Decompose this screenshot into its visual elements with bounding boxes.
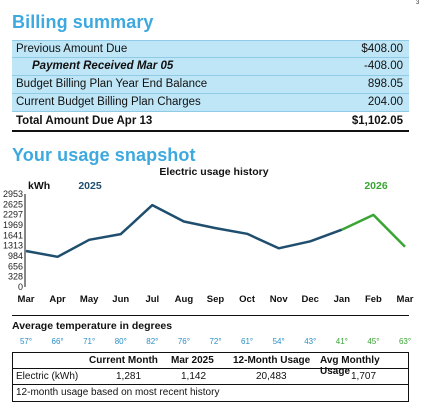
y-tick-label: 984: [8, 251, 23, 261]
header-mar-2025: Mar 2025: [171, 355, 214, 366]
temperature-value: 54°: [272, 337, 285, 346]
temperature-value: 80°: [114, 337, 127, 346]
y-tick-label: 1641: [3, 230, 23, 240]
x-tick-group: Mar Apr May Jun Jul Aug Sep Oct Nov Dec Jan Feb Mar: [18, 294, 414, 305]
billing-total-label: Total Amount Due Apr 13: [16, 115, 153, 127]
billing-row: Budget Billing Plan Year End Balance 898…: [12, 76, 409, 94]
cell-mar-2025: 1,142: [181, 371, 207, 382]
billing-row-value: -408.00: [363, 60, 403, 72]
year-label-2026: 2026: [364, 180, 388, 192]
usage-table-note-row: 12-month usage based on most recent hist…: [13, 385, 408, 401]
chart-title: Electric usage history: [159, 166, 268, 178]
temperature-title: Average temperature in degrees: [12, 320, 173, 332]
x-tick-label: Dec: [302, 294, 319, 305]
billing-row-label: Current Budget Billing Plan Charges: [16, 96, 201, 108]
usage-table-header: Current Month Mar 2025 12-Month Usage Av…: [13, 353, 408, 377]
billing-summary-table: Previous Amount Due $408.00 Payment Rece…: [12, 40, 409, 132]
y-tick-label: 0: [18, 282, 23, 292]
billing-summary-title: Billing summary: [12, 12, 154, 32]
temperature-section-rule: [12, 315, 409, 335]
temperature-row: 57° 66° 71° 80° 82° 76° 72° 61° 54° 43° 41° 45° 63°: [8, 337, 418, 349]
temperature-value: 45°: [367, 337, 380, 346]
y-tick-label: 1313: [3, 241, 23, 251]
row-label: Electric (kWh): [16, 371, 79, 382]
billing-row-value: $408.00: [361, 43, 403, 55]
y-axis-unit-label: kWh: [28, 180, 50, 192]
temperature-value: 66°: [51, 337, 64, 346]
x-tick-label: Jan: [334, 294, 351, 305]
x-tick-label: Jul: [145, 294, 159, 305]
billing-row: Previous Amount Due $408.00: [12, 40, 409, 58]
y-tick-label: 656: [8, 261, 23, 271]
billing-row-label: Payment Received Mar 05: [32, 60, 174, 72]
temperature-value: 41°: [335, 337, 348, 346]
x-tick-label: Sep: [207, 294, 225, 305]
temperature-value: 61°: [241, 337, 254, 346]
y-tick-label: 2625: [3, 199, 23, 209]
x-tick-label: May: [80, 294, 99, 305]
x-tick-label: Apr: [49, 294, 66, 305]
year-label-2025: 2025: [78, 180, 102, 192]
cell-current-month: 1,281: [116, 371, 142, 382]
usage-table: Current Month Mar 2025 12-Month Usage Av…: [12, 352, 409, 402]
x-tick-label: Jun: [112, 294, 129, 305]
series-line-2: [341, 213, 406, 248]
usage-table-row: Electric (kWh) 1,281 1,142 20,483 1,707: [13, 369, 408, 385]
x-tick-label: Mar: [397, 294, 414, 305]
cell-12-month-usage: 20,483: [256, 371, 287, 382]
x-tick-label: Aug: [175, 294, 194, 305]
y-tick-label: 2297: [3, 210, 23, 220]
billing-total-value: $1,102.05: [351, 115, 403, 127]
cell-avg-monthly-usage: 1,707: [351, 371, 377, 382]
billing-row-value: 898.05: [367, 78, 403, 90]
temperature-value: 57°: [19, 337, 33, 346]
billing-total-row: Total Amount Due Apr 13 $1,102.05: [12, 112, 409, 132]
temperature-value: 43°: [304, 337, 317, 346]
series-line-1: [25, 203, 343, 259]
billing-row: Payment Received Mar 05 -408.00: [12, 58, 409, 76]
temperature-value: 63°: [398, 337, 412, 346]
series-group: [25, 203, 406, 259]
temperature-value: 71°: [83, 337, 96, 346]
temperature-value: 76°: [177, 337, 190, 346]
usage-note: 12-month usage based on most recent hist…: [16, 387, 220, 398]
billing-row-label: Budget Billing Plan Year End Balance: [16, 78, 208, 90]
x-tick-label: Mar: [18, 294, 35, 305]
temperature-value: 72°: [209, 337, 222, 346]
billing-row-label: Previous Amount Due: [16, 43, 128, 55]
x-tick-label: Nov: [270, 294, 289, 305]
y-tick-label: 1969: [3, 220, 23, 230]
header-current-month: Current Month: [89, 355, 158, 366]
temperature-value: 82°: [146, 337, 159, 346]
usage-snapshot-title: Your usage snapshot: [12, 145, 196, 165]
y-tick-label: 328: [8, 272, 23, 282]
y-tick-label: 2953: [3, 189, 23, 199]
usage-line-chart: Electric usage history kWh 2025 2026 295…: [3, 166, 414, 305]
header-12-month-usage: 12-Month Usage: [233, 355, 311, 366]
x-tick-label: Feb: [365, 294, 382, 305]
billing-row-value: 204.00: [367, 96, 403, 108]
x-tick-label: Oct: [239, 294, 256, 305]
billing-row: Current Budget Billing Plan Charges 204.…: [12, 94, 409, 112]
page-number: 3: [416, 0, 420, 6]
header-avg-monthly-usage: Avg Monthly Usage: [320, 355, 380, 377]
